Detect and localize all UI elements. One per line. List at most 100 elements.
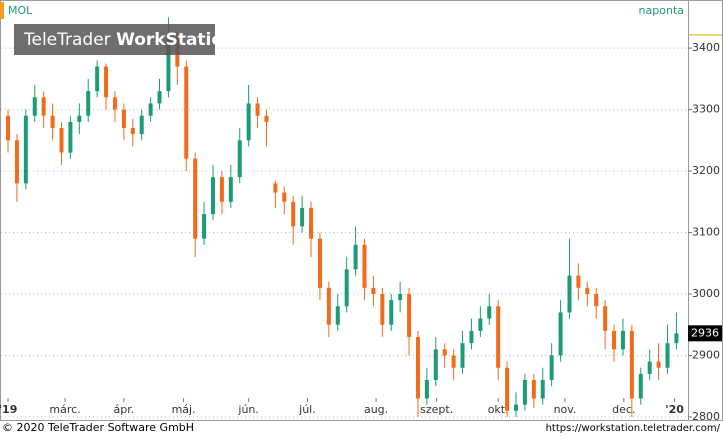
x-tick-label: '19 <box>0 403 17 416</box>
candle-body <box>112 97 117 110</box>
candle-body <box>219 177 224 202</box>
x-tick-label: aug. <box>364 403 388 416</box>
candle-body <box>612 330 617 350</box>
candle-body <box>603 306 608 331</box>
candle-body <box>620 330 625 350</box>
candle-body <box>86 91 91 116</box>
y-tick-label: 3000 <box>692 287 720 300</box>
candle-body <box>184 66 189 159</box>
candle-body <box>130 128 135 135</box>
y-tick-label: 3100 <box>692 226 720 239</box>
last-price-box <box>688 325 722 342</box>
x-tick-label: júl. <box>298 403 316 416</box>
candle-body <box>415 337 420 399</box>
candle-body <box>380 293 385 325</box>
symbol-marker <box>0 2 4 19</box>
candle-body <box>309 207 314 239</box>
watermark-box <box>14 24 215 55</box>
footer-left: © 2020 TeleTrader Software GmbH <box>2 421 194 434</box>
candle-body <box>210 177 215 215</box>
candle-body <box>282 192 287 202</box>
candle-body <box>514 404 518 411</box>
x-tick-label: máj. <box>172 403 196 416</box>
watermark-part: TeleTrader <box>23 30 111 50</box>
candle-body <box>522 380 527 405</box>
x-tick-label: okt. <box>488 403 509 416</box>
x-tick-label: márc. <box>49 403 80 416</box>
y-tick-label: 2900 <box>692 348 720 361</box>
candle-body <box>50 115 55 129</box>
candle-body <box>540 380 545 399</box>
candle-body <box>424 380 429 399</box>
axis-frame <box>688 0 723 421</box>
candle-body <box>326 287 331 325</box>
candle-body <box>335 306 340 325</box>
y-tick-label: 3400 <box>692 41 720 54</box>
candle-body <box>273 183 278 193</box>
x-tick-label: szept. <box>420 403 453 416</box>
candle-body <box>674 333 679 344</box>
x-tick-label: ápr. <box>114 403 135 416</box>
candle-body <box>407 293 412 338</box>
candle-body <box>496 306 501 368</box>
candle-body <box>398 293 403 301</box>
x-tick-label: '20 <box>665 403 684 416</box>
candle-body <box>362 244 367 288</box>
symbol: MOL <box>8 4 33 17</box>
candle-body <box>433 349 438 381</box>
candle-body <box>576 275 581 288</box>
watermark: TeleTrader WorkStation <box>23 30 235 50</box>
last-price: 2936 <box>691 326 719 339</box>
y-tick-label: 2800 <box>692 410 720 423</box>
candle-body <box>629 330 634 399</box>
candle-body <box>32 97 37 116</box>
candle-body <box>14 140 19 184</box>
candle-body <box>451 355 456 368</box>
candle-body <box>585 287 590 294</box>
candle-body <box>469 330 474 344</box>
candle-body <box>647 361 652 374</box>
candle-body <box>638 373 643 399</box>
candle-body <box>531 380 536 399</box>
plot-frame <box>0 0 689 421</box>
x-tick-label: jún. <box>237 403 259 416</box>
candle-body <box>291 201 296 227</box>
watermark-part: WorkStation <box>116 30 235 50</box>
candle-body <box>77 115 82 122</box>
y-tick-label: 3300 <box>692 103 720 116</box>
candle-body <box>59 128 64 153</box>
candle-body <box>389 300 394 325</box>
candle-body <box>317 238 322 288</box>
candle-body <box>344 269 349 307</box>
candle-body <box>478 318 483 331</box>
candle-body <box>246 103 251 141</box>
candle-body <box>558 312 563 356</box>
x-tick-label: nov. <box>554 403 577 416</box>
candle-body <box>442 349 447 356</box>
candle-body <box>41 97 46 116</box>
candle-body <box>121 109 126 129</box>
candle-body <box>148 103 153 116</box>
candle-body <box>567 275 572 313</box>
candle-body <box>228 177 233 202</box>
candle-body <box>460 343 465 368</box>
candle-body <box>139 115 144 135</box>
candle-body <box>95 66 100 92</box>
candle-body <box>104 66 109 98</box>
candle-body <box>193 158 198 239</box>
y-tick-label: 3200 <box>692 164 720 177</box>
interval: naponta <box>639 4 684 17</box>
candle-body <box>157 91 162 104</box>
footer-right: https://workstation.teletrader.com/ <box>546 423 721 434</box>
candle-body <box>487 306 492 319</box>
candle-body <box>166 35 171 92</box>
candle-body <box>6 115 11 141</box>
plot: 2800 2900 3000 3100 3200 3300 3400 '19 márc. ápr.… <box>0 17 722 423</box>
candle-body <box>23 115 28 184</box>
candle-body <box>665 343 670 368</box>
candle-body <box>300 207 305 227</box>
candle-body <box>505 367 510 411</box>
candle-body <box>264 115 269 122</box>
candle-body <box>371 287 376 294</box>
